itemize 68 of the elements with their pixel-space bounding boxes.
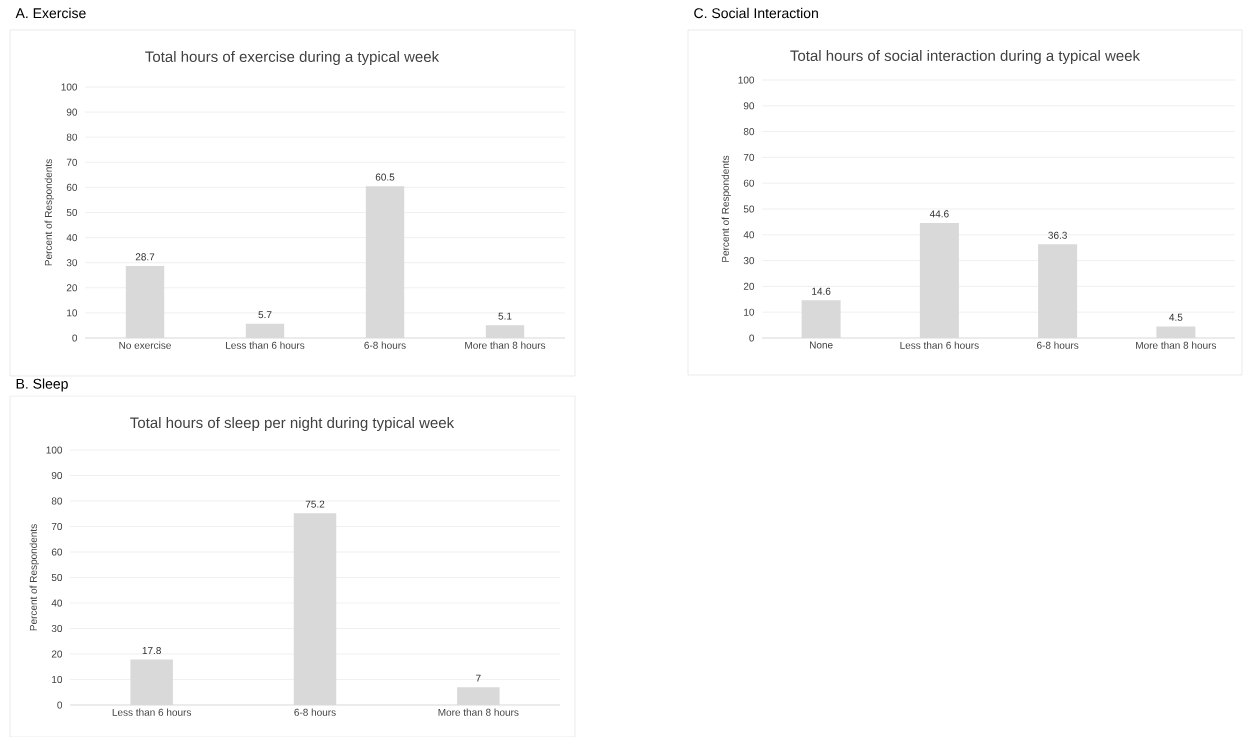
data-label: 14.6: [812, 287, 831, 295]
y-tick-label: 20: [51, 650, 63, 658]
y-tick-label: 80: [66, 133, 78, 141]
x-tick-label: 6-8 hours: [364, 341, 406, 349]
chart-subtitle: Total hours of exercise during a typical week: [145, 51, 440, 65]
y-tick-label: 70: [743, 153, 755, 161]
x-tick-label: More than 8 hours: [438, 708, 519, 716]
y-axis-title: Percent of Respondents: [721, 155, 731, 262]
x-tick-label: None: [809, 341, 833, 349]
y-tick-label: 90: [66, 108, 78, 116]
data-label: 36.3: [1048, 231, 1067, 239]
y-tick-label: 60: [743, 179, 755, 187]
data-label: 5.7: [258, 311, 272, 319]
y-tick-label: 60: [66, 183, 78, 191]
y-tick-label: 80: [51, 497, 63, 505]
data-label: 28.7: [135, 253, 155, 261]
x-tick-label: No exercise: [119, 341, 171, 349]
bar: [485, 325, 525, 338]
x-tick-label: More than 8 hours: [465, 341, 546, 349]
chart-title: A. Exercise: [15, 7, 86, 19]
data-label: 75.2: [305, 500, 325, 508]
data-label: 17.8: [142, 647, 161, 655]
y-tick-label: 60: [51, 548, 63, 556]
bar: [457, 687, 500, 705]
data-label: 60.5: [375, 173, 395, 181]
y-tick-label: 100: [46, 446, 63, 454]
x-tick-label: 6-8 hours: [1037, 341, 1079, 349]
y-tick-label: 20: [743, 282, 755, 290]
y-tick-label: 50: [743, 205, 755, 213]
y-tick-label: 70: [51, 522, 63, 531]
y-tick-label: 40: [743, 231, 755, 239]
y-tick-label: 30: [51, 624, 63, 633]
y-tick-label: 30: [743, 257, 755, 265]
data-label: 4.5: [1169, 313, 1183, 321]
y-tick-label: 0: [57, 701, 63, 709]
y-tick-label: 40: [51, 599, 63, 607]
y-tick-label: 100: [61, 83, 78, 91]
y-tick-label: 10: [52, 675, 63, 684]
y-tick-label: 80: [743, 128, 755, 136]
y-tick-label: 40: [66, 234, 78, 242]
y-tick-label: 50: [51, 573, 63, 582]
x-tick-label: Less than 6 hours: [226, 341, 305, 349]
y-tick-label: 20: [66, 284, 78, 292]
y-tick-label: 90: [743, 102, 755, 110]
chart-subtitle: Total hours of sleep per night during typical week: [130, 417, 455, 431]
y-tick-label: 100: [738, 76, 755, 84]
y-axis-title: Percent of Respondents: [44, 159, 54, 266]
x-tick-label: 6-8 hours: [294, 708, 336, 716]
bar: [1156, 326, 1196, 338]
x-tick-label: Less than 6 hours: [900, 341, 979, 349]
y-tick-label: 10: [744, 308, 755, 316]
y-tick-label: 50: [66, 208, 78, 217]
bar: [245, 323, 285, 338]
x-tick-label: Less than 6 hours: [112, 708, 192, 716]
y-tick-label: 10: [67, 309, 78, 317]
data-label: 44.6: [929, 210, 949, 218]
y-tick-label: 90: [51, 471, 63, 480]
data-label: 7: [476, 674, 481, 682]
data-label: 5.1: [498, 312, 512, 320]
y-tick-label: 0: [72, 334, 78, 342]
y-tick-label: 70: [66, 158, 78, 166]
y-tick-label: 30: [66, 259, 78, 267]
y-axis-title: Percent of Respondents: [29, 524, 39, 631]
chart-subtitle: Total hours of social interaction during a typical week: [790, 50, 1141, 64]
chart-title: C. Social Interaction: [694, 7, 818, 19]
x-tick-label: More than 8 hours: [1136, 341, 1217, 349]
chart-title: B. Sleep: [16, 378, 68, 392]
y-tick-label: 0: [749, 334, 755, 342]
